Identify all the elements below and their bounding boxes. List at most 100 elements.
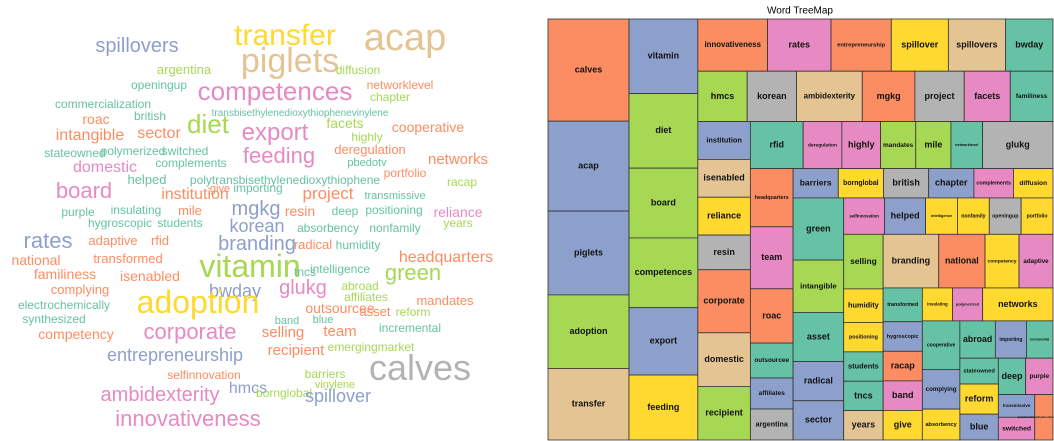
cloud-word: insulating [111, 203, 162, 217]
treemap-label: mandates [883, 142, 914, 149]
treemap-cell [792, 197, 845, 261]
treemap-cell [749, 226, 794, 290]
treemap-label: rfid [770, 139, 785, 149]
treemap-label: chapter [935, 178, 968, 188]
treemap-label: humidity [848, 301, 880, 310]
treemap-label: band [892, 390, 914, 400]
cloud-word: green [385, 260, 441, 285]
cloud-word: institution [161, 186, 229, 203]
treemap-cell [957, 197, 990, 235]
treemap-label: highly [848, 139, 875, 149]
cloud-word: diffusion [336, 63, 380, 77]
cloud-word: resin [285, 203, 315, 219]
treemap-cell [959, 383, 999, 415]
treemap-label: tncs [854, 390, 873, 400]
treemap-cell [830, 18, 892, 72]
treemap-label: ambidexterity [804, 91, 856, 100]
cloud-word: importing [233, 181, 282, 195]
treemap-label: isenabled [703, 173, 744, 183]
cloud-word: polymerized [101, 144, 166, 158]
treemap-label: complying [926, 386, 957, 393]
treemap-cell [921, 408, 961, 441]
treemap-cell [884, 197, 926, 235]
treemap-label: importing [999, 337, 1022, 343]
treemap-label: intangible [800, 281, 837, 290]
cloud-word: headquarters [399, 249, 493, 266]
treemap-label: sector [805, 415, 833, 425]
cloud-word: abroad [341, 279, 378, 293]
treemap-cell [950, 121, 984, 170]
treemap-label: british [892, 178, 920, 188]
cloud-word: acap [364, 17, 446, 59]
treemap-label: innovativeness [705, 40, 762, 49]
treemap-cell [628, 237, 699, 309]
treemap-label: mile [924, 139, 942, 149]
cloud-word: radical [294, 237, 332, 252]
treemap-label: intelligence [931, 214, 953, 218]
cloud-word: adaptive [88, 233, 137, 248]
treemap-label: green [806, 223, 831, 233]
cloud-word: intelligence [310, 262, 370, 276]
cloud-word: affiliates [344, 290, 388, 304]
cloud-word: intangible [56, 127, 125, 144]
cloud-word: recipient [268, 342, 326, 359]
treemap-cell [959, 357, 999, 385]
cloud-word: stateowned [44, 146, 105, 160]
cloud-word: switched [162, 144, 209, 158]
treemap-cell [841, 121, 881, 170]
treemap-label: selfinnovation [849, 213, 879, 218]
treemap-label: absorbency [925, 422, 957, 428]
treemap-label: reliance [707, 211, 741, 221]
treemap-label: incremental [1030, 337, 1049, 341]
cloud-word: reform [396, 305, 431, 319]
cloud-word: highly [351, 130, 382, 144]
cloud-word: asset [359, 304, 390, 319]
treemap-label: blue [970, 421, 989, 431]
cloud-word: bornglobal [256, 386, 312, 400]
cloud-word: hygroscopic [88, 216, 152, 230]
cloud-word: racap [447, 175, 477, 189]
treemap-label: diffusion [1019, 180, 1047, 187]
cloud-word: piglets [241, 42, 339, 80]
treemap-cell [749, 288, 794, 344]
cloud-word: corporate [144, 319, 237, 344]
treemap-label: bwday [1015, 39, 1043, 49]
treemap-cell [792, 361, 845, 402]
treemap-cell [837, 168, 884, 199]
treemap-label: domestic [704, 354, 744, 364]
treemap-label: barriers [800, 178, 832, 188]
treemap-label: korean [757, 91, 787, 101]
cloud-word: entrepreneurship [107, 345, 243, 365]
treemap-label: team [761, 252, 782, 262]
treemap-label: radical [804, 375, 833, 385]
treemap-cell [628, 307, 699, 376]
cloud-word: polytransbisethylenedioxythiophene [190, 173, 380, 187]
cloud-word: mile [178, 203, 202, 218]
treemap-label: bornglobal [843, 180, 879, 187]
cloud-word: helped [127, 172, 166, 187]
cloud-word: transmissive [364, 190, 425, 202]
cloud-word: roac [82, 111, 109, 127]
treemap-cell [1034, 394, 1054, 441]
treemap-cell [792, 400, 845, 441]
treemap-cell [843, 351, 884, 382]
cloud-word: national [11, 252, 60, 268]
cloud-word: ambidexterity [101, 384, 220, 406]
treemap-cell [697, 196, 751, 236]
cloud-word: pbedotv [347, 157, 387, 169]
cloud-word: outsourcee [305, 300, 374, 316]
treemap-cell [749, 342, 794, 379]
treemap-label: headquarters [755, 195, 789, 201]
cloud-word: blue [313, 314, 334, 326]
cloud-word: mgkg [232, 198, 281, 220]
cloud-word: purple [61, 205, 95, 219]
treemap-label: outsourcee [754, 357, 789, 364]
cloud-word: band [275, 315, 299, 327]
treemap-label: openingup [992, 213, 1018, 219]
treemap-cell [628, 93, 699, 169]
treemap-label: adaptive [1023, 258, 1049, 265]
treemap-cell [843, 380, 884, 412]
treemap-label: portfolio [1027, 213, 1048, 219]
